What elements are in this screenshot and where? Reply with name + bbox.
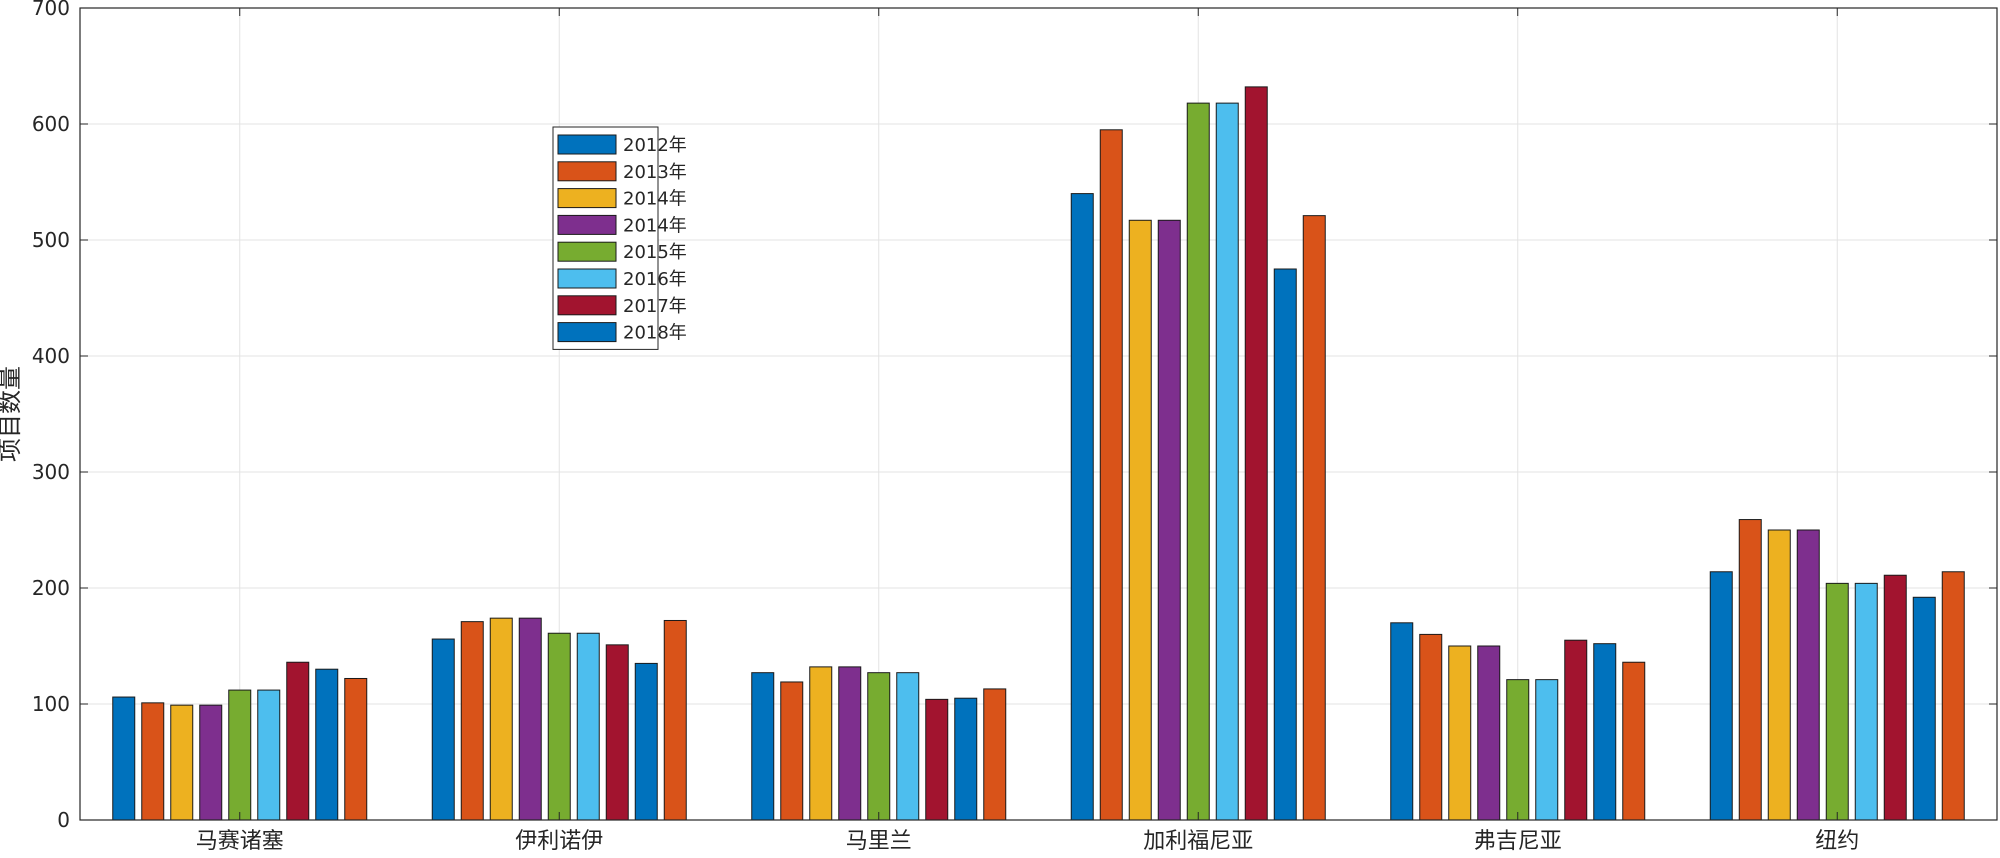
legend-swatch: [557, 295, 617, 316]
bar: [1477, 645, 1501, 821]
bar: [460, 621, 484, 821]
bar: [1535, 679, 1559, 821]
bar: [896, 672, 920, 821]
bar: [1593, 643, 1617, 821]
axis-ticks: [80, 7, 1997, 821]
bar: [1099, 129, 1123, 821]
bar: [344, 677, 368, 821]
bar: [431, 638, 455, 821]
y-tick-label: 500: [32, 228, 70, 252]
bar: [1825, 582, 1849, 821]
legend-label: 2014年: [623, 189, 687, 210]
bar: [112, 696, 136, 821]
bar: [1506, 679, 1530, 821]
bar: [925, 698, 949, 821]
x-category-label: 加利福尼亚: [1143, 829, 1253, 854]
legend-swatch: [557, 322, 617, 343]
legend-swatch: [557, 268, 617, 289]
legend-swatch: [557, 241, 617, 262]
y-axis-label: 项目数量: [0, 366, 24, 462]
axes-box: [79, 7, 1998, 821]
bar: [1390, 622, 1414, 821]
bar: [1767, 529, 1791, 821]
legend-label: 2012年: [623, 135, 687, 156]
bar: [1738, 519, 1762, 821]
bar: [1941, 571, 1965, 821]
bar: [751, 672, 775, 821]
bar: [838, 666, 862, 821]
bar: [1157, 219, 1181, 821]
y-tick-label: 100: [32, 692, 70, 716]
legend-label: 2014年: [623, 215, 687, 236]
bar: [518, 617, 542, 821]
bar: [257, 689, 281, 821]
tick-labels: 0 100 200 300 400 500 600 700 马赛诸塞 伊利诺伊 马里兰 加利福尼亚 弗吉…: [32, 0, 1859, 854]
bar: [170, 704, 194, 821]
bar: [1070, 193, 1094, 821]
legend-swatch: [557, 134, 617, 155]
bar: [315, 668, 339, 821]
x-category-label: 伊利诺伊: [515, 829, 603, 854]
bar: [1273, 268, 1297, 821]
bar: [1796, 529, 1820, 821]
x-category-label: 马里兰: [846, 829, 912, 854]
legend[interactable]: 2012年 2013年 2014年 2014年 2015年 2016年 2017年 2018年: [552, 126, 687, 350]
legend-swatch: [557, 188, 617, 209]
bars: [112, 86, 1965, 821]
legend-label: 2018年: [623, 323, 687, 344]
grid-lines: [80, 7, 1997, 821]
y-tick-label: 700: [32, 0, 70, 20]
x-category-label: 马赛诸塞: [196, 829, 284, 854]
bar: [1854, 582, 1878, 821]
bar: [983, 688, 1007, 821]
bar: [576, 632, 600, 821]
bar: [1419, 633, 1443, 821]
bar: [1186, 102, 1210, 821]
legend-label: 2013年: [623, 162, 687, 183]
y-tick-label: 200: [32, 576, 70, 600]
bar: [1448, 645, 1472, 821]
bar: [1883, 574, 1907, 821]
bar: [780, 681, 804, 821]
bar: [547, 632, 571, 821]
bar: [1302, 215, 1326, 821]
x-category-label: 弗吉尼亚: [1474, 829, 1562, 854]
bar: [199, 704, 223, 821]
legend-label: 2016年: [623, 269, 687, 290]
bar: [489, 617, 513, 821]
bar: [1244, 86, 1268, 821]
x-category-label: 纽约: [1815, 829, 1859, 854]
legend-swatch: [557, 214, 617, 235]
bar: [809, 666, 833, 821]
bar: [605, 644, 629, 821]
legend-label: 2015年: [623, 242, 687, 263]
bar: [663, 619, 687, 821]
bar: [1215, 102, 1239, 821]
bar: [286, 661, 310, 821]
legend-swatch: [557, 161, 617, 182]
y-tick-label: 400: [32, 344, 70, 368]
bar: [954, 697, 978, 821]
bar: [228, 689, 252, 821]
y-tick-label: 300: [32, 460, 70, 484]
y-tick-label: 600: [32, 112, 70, 136]
legend-label: 2017年: [623, 296, 687, 317]
bar: [1128, 219, 1152, 821]
bar: [1564, 639, 1588, 821]
bar: [1709, 571, 1733, 821]
y-tick-label: 0: [57, 808, 70, 832]
bar: [867, 672, 891, 821]
bar: [1622, 661, 1646, 821]
bar: [141, 702, 165, 821]
bar: [1912, 596, 1936, 821]
bar: [634, 662, 658, 821]
